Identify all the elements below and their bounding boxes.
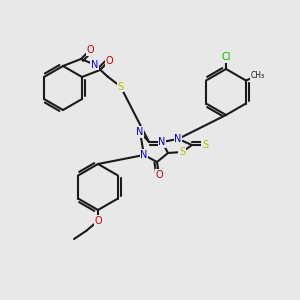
Text: O: O xyxy=(155,170,163,180)
Text: O: O xyxy=(105,56,113,66)
Text: O: O xyxy=(94,216,102,226)
Text: CH₃: CH₃ xyxy=(251,71,265,80)
Text: S: S xyxy=(118,82,124,92)
Text: O: O xyxy=(86,45,94,55)
Text: N: N xyxy=(174,134,182,144)
Text: Cl: Cl xyxy=(221,52,231,62)
Text: N: N xyxy=(140,150,148,160)
Text: N: N xyxy=(91,59,98,70)
Text: S: S xyxy=(202,140,208,150)
Text: N: N xyxy=(136,127,144,137)
Text: S: S xyxy=(179,147,185,157)
Text: N: N xyxy=(158,137,166,147)
